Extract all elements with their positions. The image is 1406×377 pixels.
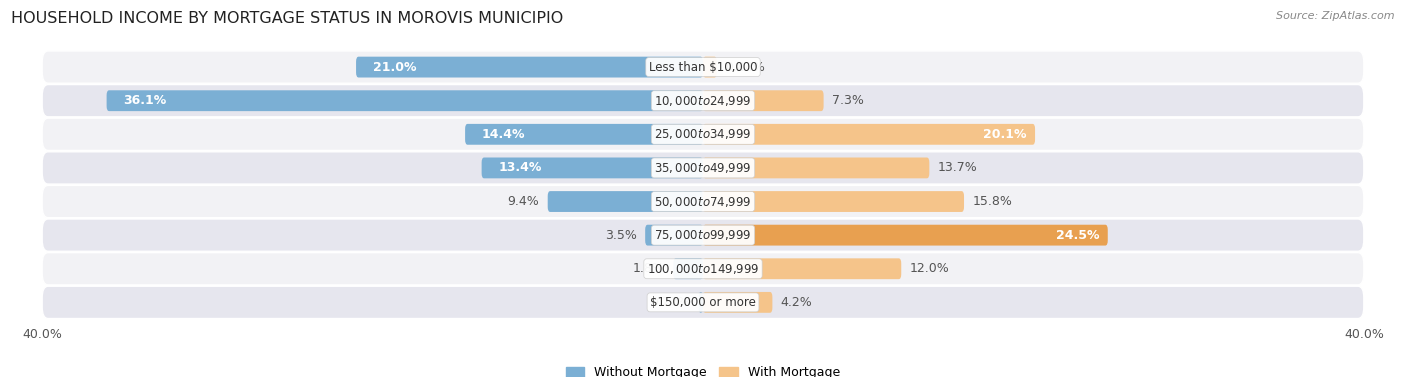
Text: $35,000 to $49,999: $35,000 to $49,999 [654, 161, 752, 175]
FancyBboxPatch shape [703, 258, 901, 279]
FancyBboxPatch shape [42, 286, 1364, 319]
FancyBboxPatch shape [42, 51, 1364, 83]
Text: $10,000 to $24,999: $10,000 to $24,999 [654, 94, 752, 108]
Text: $100,000 to $149,999: $100,000 to $149,999 [647, 262, 759, 276]
FancyBboxPatch shape [548, 191, 703, 212]
Text: 3.5%: 3.5% [605, 228, 637, 242]
FancyBboxPatch shape [482, 158, 703, 178]
FancyBboxPatch shape [107, 90, 703, 111]
FancyBboxPatch shape [465, 124, 703, 145]
Text: 36.1%: 36.1% [124, 94, 166, 107]
Text: 14.4%: 14.4% [482, 128, 524, 141]
Text: 24.5%: 24.5% [1056, 228, 1099, 242]
FancyBboxPatch shape [699, 292, 703, 313]
FancyBboxPatch shape [703, 191, 965, 212]
Text: 0.27%: 0.27% [651, 296, 690, 309]
FancyBboxPatch shape [645, 225, 703, 245]
Text: Source: ZipAtlas.com: Source: ZipAtlas.com [1277, 11, 1395, 21]
Text: 15.8%: 15.8% [973, 195, 1012, 208]
Text: 7.3%: 7.3% [832, 94, 863, 107]
Text: $75,000 to $99,999: $75,000 to $99,999 [654, 228, 752, 242]
FancyBboxPatch shape [703, 225, 1108, 245]
Text: $25,000 to $34,999: $25,000 to $34,999 [654, 127, 752, 141]
Text: $150,000 or more: $150,000 or more [650, 296, 756, 309]
FancyBboxPatch shape [703, 90, 824, 111]
FancyBboxPatch shape [703, 292, 772, 313]
Text: 20.1%: 20.1% [983, 128, 1026, 141]
FancyBboxPatch shape [42, 84, 1364, 117]
Text: $50,000 to $74,999: $50,000 to $74,999 [654, 195, 752, 208]
Text: 13.7%: 13.7% [938, 161, 977, 175]
FancyBboxPatch shape [42, 219, 1364, 251]
Text: 13.4%: 13.4% [498, 161, 541, 175]
FancyBboxPatch shape [356, 57, 703, 78]
FancyBboxPatch shape [673, 258, 703, 279]
Text: 12.0%: 12.0% [910, 262, 949, 275]
FancyBboxPatch shape [703, 124, 1035, 145]
Text: 0.84%: 0.84% [725, 61, 765, 74]
Text: 21.0%: 21.0% [373, 61, 416, 74]
FancyBboxPatch shape [42, 185, 1364, 218]
FancyBboxPatch shape [42, 152, 1364, 184]
FancyBboxPatch shape [703, 158, 929, 178]
Legend: Without Mortgage, With Mortgage: Without Mortgage, With Mortgage [565, 366, 841, 377]
Text: 9.4%: 9.4% [508, 195, 540, 208]
Text: 4.2%: 4.2% [780, 296, 813, 309]
Text: Less than $10,000: Less than $10,000 [648, 61, 758, 74]
FancyBboxPatch shape [42, 118, 1364, 150]
FancyBboxPatch shape [42, 253, 1364, 285]
Text: 1.8%: 1.8% [633, 262, 665, 275]
FancyBboxPatch shape [703, 57, 717, 78]
Text: HOUSEHOLD INCOME BY MORTGAGE STATUS IN MOROVIS MUNICIPIO: HOUSEHOLD INCOME BY MORTGAGE STATUS IN M… [11, 11, 564, 26]
